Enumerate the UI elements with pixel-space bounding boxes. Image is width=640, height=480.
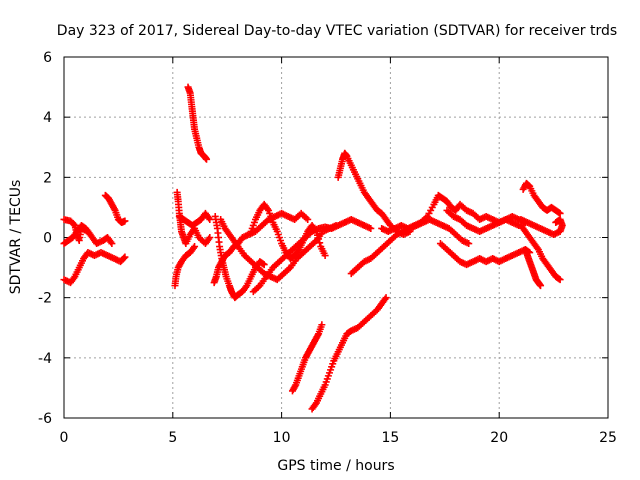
data-point-marker: [533, 244, 541, 252]
data-point-marker: [205, 235, 213, 243]
series-trace-o: [288, 321, 326, 395]
data-point-marker: [110, 205, 118, 213]
y-tick-label: -2: [38, 291, 52, 307]
y-tick-label: 4: [43, 110, 52, 126]
y-tick-label: -6: [38, 411, 52, 427]
data-point-marker: [189, 244, 197, 252]
x-axis-label: GPS time / hours: [277, 458, 394, 474]
data-point-marker: [314, 231, 322, 239]
data-point-marker: [552, 218, 560, 226]
series-trace-c: [60, 249, 129, 287]
axis-tick-labels: 0 5 10 15 20 25 -6 -4 -2 0 2 4 6: [38, 50, 617, 446]
data-point-marker: [86, 230, 94, 238]
series-trace-d: [101, 191, 129, 226]
data-point-marker: [203, 155, 211, 163]
data-point-marker: [556, 209, 564, 217]
series-trace-m: [249, 215, 375, 296]
series-trace-i: [211, 212, 268, 302]
data-point-marker: [233, 241, 241, 249]
data-point-marker: [556, 276, 564, 284]
x-tick-label: 10: [273, 430, 291, 446]
data-point-marker: [315, 235, 323, 243]
data-point-marker: [311, 400, 319, 408]
data-point-marker: [263, 205, 271, 213]
data-point-marker: [367, 224, 375, 232]
data-point-marker: [191, 243, 199, 251]
data-point-marker: [381, 295, 389, 303]
series-trace-u: [519, 179, 564, 217]
data-point-marker: [205, 214, 213, 222]
data-point-marker: [321, 252, 329, 260]
series-trace-v: [517, 221, 564, 284]
data-point-marker: [537, 282, 545, 290]
plot-frame: [63, 56, 609, 419]
data-series: [60, 83, 566, 413]
data-point-marker: [382, 294, 390, 302]
x-tick-label: 20: [490, 430, 508, 446]
x-tick-label: 0: [60, 430, 69, 446]
data-point-marker: [304, 215, 312, 223]
y-tick-label: -4: [38, 351, 52, 367]
data-point-marker: [120, 254, 128, 262]
data-point-marker: [206, 234, 214, 241]
series-trace-g: [175, 209, 214, 229]
y-tick-label: 2: [43, 170, 52, 186]
y-axis-label: SDTVAR / TECUs: [8, 180, 24, 295]
data-point-marker: [314, 331, 322, 339]
series-trace-w: [521, 246, 545, 290]
x-tick-label: 25: [599, 430, 617, 446]
data-point-marker: [206, 215, 214, 223]
x-tick-label: 5: [168, 430, 177, 446]
y-tick-label: 0: [43, 231, 52, 247]
data-point-marker: [318, 321, 326, 329]
data-point-marker: [242, 283, 250, 291]
series-trace-f: [171, 243, 199, 290]
series-trace-b: [60, 221, 94, 248]
data-point-marker: [107, 238, 115, 246]
data-point-marker: [121, 253, 129, 261]
data-point-marker: [316, 239, 324, 247]
series-trace-r: [378, 191, 523, 235]
data-point-marker: [294, 247, 302, 255]
series-trace-h: [184, 83, 211, 163]
data-point-marker: [260, 261, 268, 269]
series-trace-s: [436, 240, 534, 269]
series-trace-p: [308, 294, 390, 413]
y-tick-label: 6: [43, 50, 52, 66]
data-point-marker: [121, 217, 129, 225]
data-point-marker: [465, 240, 473, 248]
chart-title: Day 323 of 2017, Sidereal Day-to-day VTE…: [57, 23, 617, 39]
data-point-marker: [108, 240, 116, 248]
data-point-marker: [291, 382, 299, 390]
data-point-marker: [70, 274, 78, 282]
series-trace-x: [517, 215, 566, 238]
data-point-marker: [85, 229, 93, 237]
x-tick-label: 15: [381, 430, 399, 446]
